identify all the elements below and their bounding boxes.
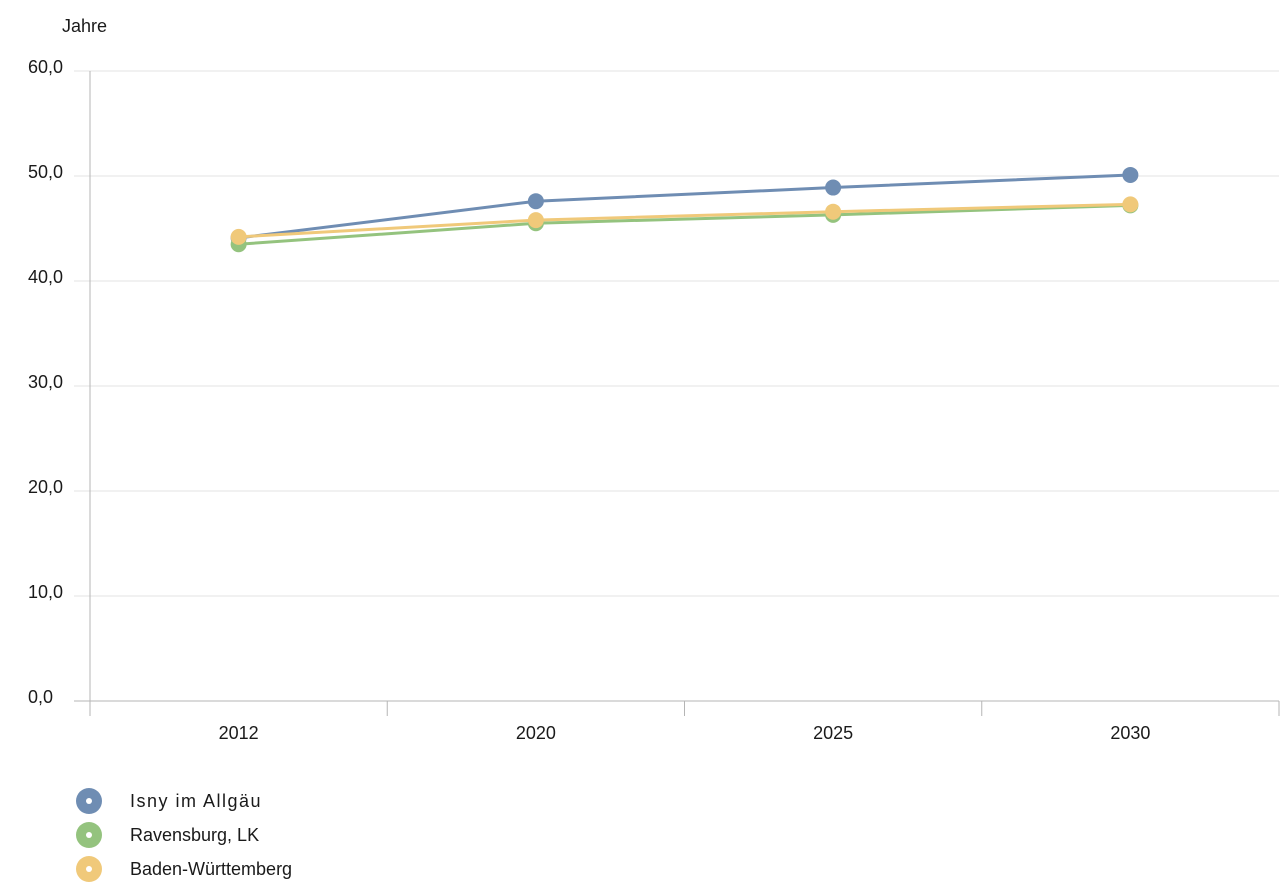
legend-label: Ravensburg, LK — [130, 824, 260, 845]
y-tick-label: 0,0 — [28, 687, 53, 707]
data-point[interactable] — [527, 212, 544, 229]
legend-label: Baden-Württemberg — [130, 858, 293, 879]
series-group — [230, 166, 1139, 253]
series-line — [238, 173, 1131, 240]
y-tick-label: 60,0 — [28, 57, 63, 77]
data-point[interactable] — [825, 203, 842, 220]
y-tick-label: 30,0 — [28, 372, 63, 392]
legend-item[interactable]: Baden-Württemberg — [76, 852, 292, 886]
legend: Isny im Allgäu Ravensburg, LK Baden-Württe… — [76, 784, 292, 886]
x-tick-label: 2025 — [813, 723, 853, 743]
series-2 — [230, 196, 1139, 245]
data-point[interactable] — [527, 193, 544, 210]
data-point[interactable] — [825, 179, 842, 196]
y-tick-label: 10,0 — [28, 582, 63, 602]
legend-item[interactable]: Isny im Allgäu — [76, 784, 292, 818]
data-point[interactable] — [1122, 166, 1139, 183]
legend-marker-icon — [76, 856, 102, 882]
data-point[interactable] — [1122, 196, 1139, 213]
x-axis-tick-labels: 2012 2020 2025 2030 — [219, 723, 1151, 743]
x-tick-label: 2012 — [219, 723, 259, 743]
data-point[interactable] — [230, 228, 247, 245]
axes — [89, 71, 1280, 716]
x-tick-label: 2030 — [1110, 723, 1150, 743]
legend-marker-icon — [76, 788, 102, 814]
series-1 — [230, 197, 1139, 253]
series-line — [238, 203, 1131, 246]
line-chart: Jahre 0,010,020,030,040,050,060,0 2012 20… — [28, 16, 1280, 743]
series-line — [238, 202, 1131, 239]
y-tick-label: 50,0 — [28, 162, 63, 182]
y-axis-tick-labels: 0,0 10,0 20,0 30,0 40,0 50,0 60,0 — [28, 57, 63, 707]
legend-label: Isny im Allgäu — [130, 790, 263, 811]
y-tick-label: 20,0 — [28, 477, 63, 497]
legend-item[interactable]: Ravensburg, LK — [76, 818, 292, 852]
gridlines — [74, 70, 1279, 702]
y-tick-label: 40,0 — [28, 267, 63, 287]
legend-marker-icon — [76, 822, 102, 848]
x-tick-label: 2020 — [516, 723, 556, 743]
y-axis-unit-label: Jahre — [62, 16, 107, 36]
